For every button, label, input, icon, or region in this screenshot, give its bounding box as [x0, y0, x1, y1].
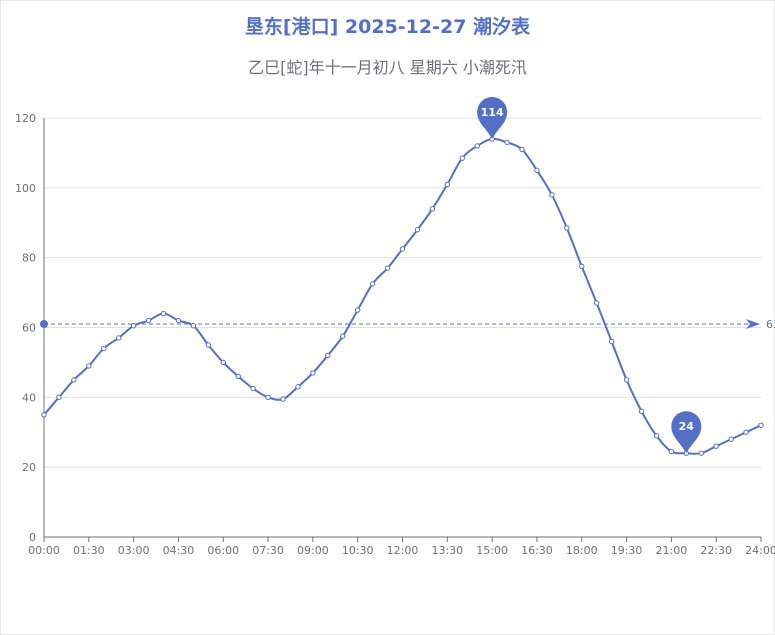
- mark-pin-label: 114: [481, 106, 504, 119]
- x-tick-label: 13:30: [431, 544, 463, 557]
- data-point: [623, 377, 630, 383]
- x-tick-label: 01:30: [73, 544, 105, 557]
- x-tick-label: 10:30: [342, 544, 374, 557]
- data-point: [653, 433, 660, 439]
- data-point: [519, 146, 525, 153]
- x-tick-label: 00:00: [28, 544, 60, 557]
- x-tick-label: 07:30: [252, 544, 284, 557]
- data-point: [71, 377, 77, 383]
- y-tick-label: 60: [22, 322, 36, 335]
- data-point: [474, 143, 480, 149]
- mark-pin-shape: [477, 96, 508, 139]
- data-point: [369, 281, 376, 287]
- data-point: [713, 443, 719, 449]
- mark-pin-label: 24: [679, 420, 695, 433]
- data-point: [56, 394, 62, 401]
- x-tick-label: 06:00: [207, 544, 239, 557]
- data-point: [564, 225, 570, 231]
- x-tick-label: 16:30: [521, 544, 553, 557]
- y-tick-label: 40: [22, 391, 36, 404]
- x-tick-label: 21:00: [656, 544, 688, 557]
- data-point: [340, 333, 346, 339]
- data-point: [534, 167, 540, 174]
- data-point: [160, 310, 167, 317]
- data-point: [728, 436, 734, 442]
- data-point: [280, 396, 286, 402]
- chart-title: 垦东[港口] 2025-12-27 潮汐表: [244, 16, 531, 38]
- data-point: [384, 265, 391, 271]
- data-point: [115, 335, 122, 341]
- data-point: [399, 246, 406, 252]
- y-tick-label: 100: [15, 182, 36, 195]
- average-line-arrow: [746, 319, 760, 330]
- y-tick-label: 80: [22, 252, 36, 265]
- y-tick-label: 0: [29, 531, 36, 544]
- data-point: [265, 394, 271, 401]
- x-tick-label: 12:00: [387, 544, 419, 557]
- data-point: [190, 323, 197, 329]
- data-point: [101, 345, 107, 352]
- chart-subtitle: 乙巳[蛇]年十一月初八 星期六 小潮死汛: [248, 58, 527, 77]
- data-point: [758, 422, 764, 428]
- data-point: [459, 155, 465, 161]
- x-tick-label: 19:30: [611, 544, 643, 557]
- data-point: [593, 300, 600, 306]
- x-tick-label: 18:00: [566, 544, 598, 557]
- tide-line: [43, 137, 762, 455]
- data-point: [205, 342, 212, 348]
- data-point: [175, 317, 182, 324]
- data-point: [235, 373, 241, 380]
- data-point: [220, 359, 226, 366]
- x-tick-label: 22:30: [700, 544, 732, 557]
- data-point: [250, 385, 256, 392]
- data-point: [130, 323, 137, 329]
- data-point: [86, 363, 92, 369]
- data-point: [429, 206, 436, 212]
- data-point: [549, 192, 555, 198]
- data-point: [41, 412, 47, 418]
- x-tick-label: 24:00: [745, 544, 775, 557]
- data-point: [668, 448, 675, 455]
- y-tick-label: 20: [22, 461, 36, 474]
- data-point: [295, 384, 301, 390]
- data-point: [743, 429, 749, 435]
- data-point: [444, 181, 451, 188]
- mark-pin: 114: [477, 96, 508, 139]
- mark-pin: 24: [671, 411, 702, 454]
- x-tick-label: 03:00: [118, 544, 150, 557]
- data-point: [145, 317, 152, 324]
- data-point: [504, 139, 510, 146]
- x-tick-label: 09:00: [297, 544, 329, 557]
- data-point: [310, 370, 316, 376]
- average-line-label: 61: [766, 318, 775, 331]
- data-point: [354, 307, 361, 313]
- data-point: [608, 338, 615, 345]
- data-point: [325, 352, 331, 359]
- x-tick-label: 04:30: [163, 544, 195, 557]
- x-tick-label: 15:00: [476, 544, 508, 557]
- average-line-start-dot: [40, 320, 48, 329]
- data-point: [579, 263, 585, 270]
- y-tick-label: 120: [15, 112, 36, 125]
- data-point: [414, 227, 421, 233]
- data-point: [638, 408, 645, 414]
- data-point: [698, 450, 704, 456]
- mark-pin-shape: [671, 411, 702, 454]
